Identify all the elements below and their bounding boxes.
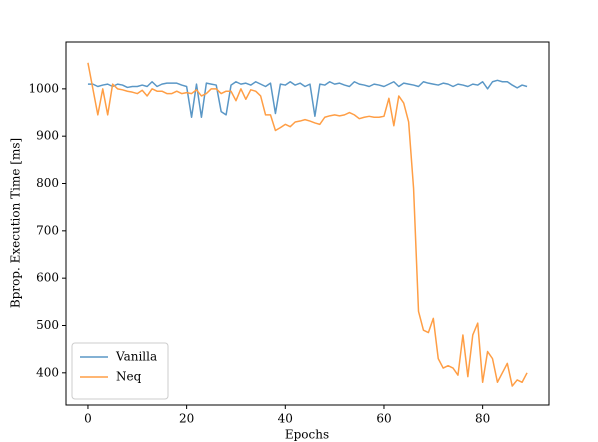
y-tick-label: 600 [36,271,59,285]
x-tick-label: 60 [376,412,391,426]
x-tick-label: 40 [278,412,293,426]
y-axis-label: Bprop. Execution Time [ms] [9,138,23,308]
x-tick-label: 20 [179,412,194,426]
y-tick-label: 400 [36,365,59,379]
x-axis-label: Epochs [285,428,329,442]
x-tick-label: 80 [475,412,490,426]
series-line [87,62,528,387]
x-tick-label: 0 [84,412,92,426]
plot-frame [65,41,550,406]
y-tick-label: 500 [36,318,59,332]
legend-label: Neq [116,370,142,384]
legend-label: Vanilla [115,350,157,364]
y-tick-label: 1000 [28,81,59,95]
series-line [87,79,528,118]
y-tick-label: 800 [36,176,59,190]
y-tick-label: 900 [36,129,59,143]
y-tick-label: 700 [36,223,59,237]
